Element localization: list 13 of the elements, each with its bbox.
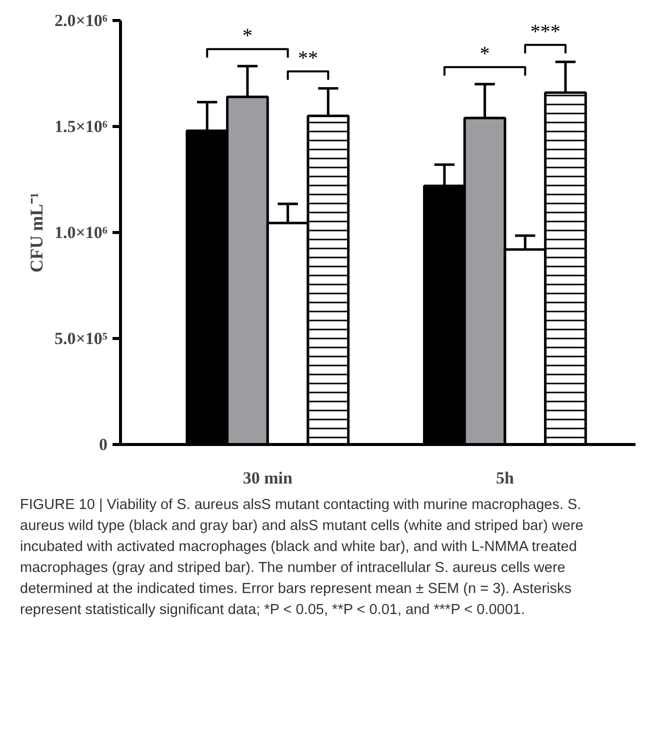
x-tick-label: 30 min — [242, 468, 293, 488]
y-tick-label: 5.0×10⁵ — [54, 329, 108, 348]
annotation: * — [480, 43, 490, 66]
caption: FIGURE 10 | Viability of S. aureus alsS mutant contacting with murine macrophages. S. aureus wild type (black and gray bar) and alsS mutant cells (white and striped bar) were incubated with activated macrophages (black and white bar), and with L-NMMA treated macrophages (gray and striped bar). The number of intracellular S. aureus cells were determined at the indicated times. Error bars represent mean ± SEM (n = 3). Asterisks represent statistically significant data; *P < 0.05, **P < 0.01, and ***P < 0.0001. — [20, 496, 584, 620]
annotation: ** — [298, 47, 318, 70]
y-tick-label: 1.5×10⁶ — [54, 117, 108, 136]
y-tick-label: 2.0×10⁶ — [54, 11, 108, 30]
y-axis-title: CFU mL⁻¹ — [26, 192, 46, 272]
y-tick-label: 0 — [99, 435, 108, 454]
annotation: * — [242, 25, 252, 47]
x-tick-label: 5h — [496, 468, 514, 488]
annotation: *** — [530, 20, 560, 43]
y-tick-label: 1.0×10⁶ — [54, 223, 108, 242]
